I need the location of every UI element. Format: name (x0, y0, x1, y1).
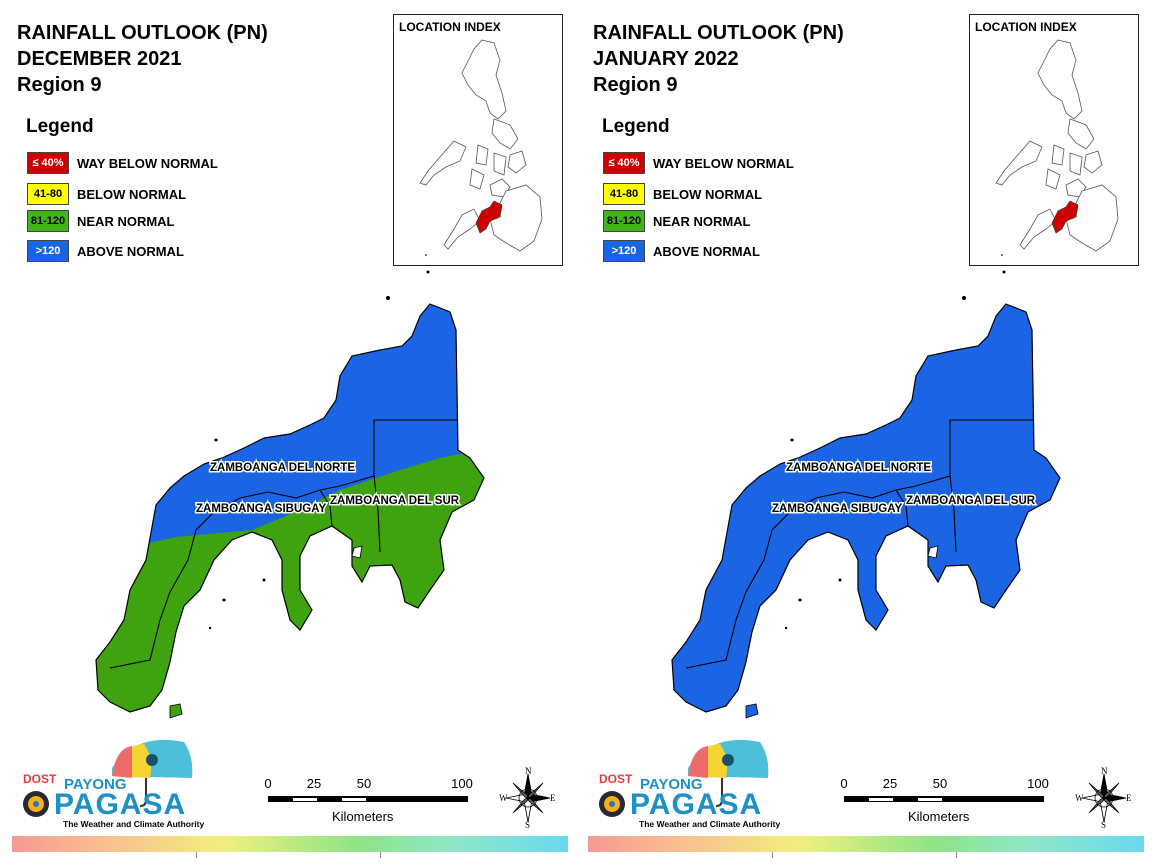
compass-s: S (525, 820, 531, 830)
pagasa-logo: DOST PAYONG PAGASA The Weather and Clima… (592, 738, 782, 833)
legend-item-way-below: ≤ 40% WAY BELOW NORMAL (603, 152, 863, 174)
panel-title: RAINFALL OUTLOOK (PN) DECEMBER 2021 Regi… (17, 20, 268, 98)
title-line-1: RAINFALL OUTLOOK (PN) (17, 22, 268, 44)
legend-label: NEAR NORMAL (77, 214, 175, 229)
compass-rose-icon (505, 773, 551, 823)
title-line-1: RAINFALL OUTLOOK (PN) (593, 22, 844, 44)
province-label-sur: ZAMBOANGA DEL SUR (906, 495, 1036, 507)
color-strip (12, 836, 568, 852)
location-index-title: LOCATION INDEX (399, 20, 501, 34)
logo-tagline: The Weather and Climate Authority (63, 819, 205, 829)
region-9-highlight (475, 200, 503, 234)
province-label-norte: ZAMBOANGA DEL NORTE (210, 462, 355, 474)
legend-swatch: ≤ 40% (27, 152, 69, 174)
umbrella-icon (23, 739, 193, 817)
legend-label: WAY BELOW NORMAL (653, 156, 794, 171)
legend-label: ABOVE NORMAL (77, 244, 184, 259)
title-month: DECEMBER 2021 (17, 48, 182, 70)
legend-title: Legend (26, 116, 94, 137)
legend-swatch: 81-120 (27, 210, 69, 232)
scale-bar: 0 25 50 100 Kilometers (262, 776, 482, 826)
color-strip (588, 836, 1144, 852)
logo-payong: PAYONG (64, 776, 127, 793)
legend-item-below: 41-80 BELOW NORMAL (603, 183, 863, 205)
philippines-outline (995, 23, 1119, 256)
compass-w: W (1075, 793, 1084, 803)
logo-pagasa: PAGASA (630, 788, 763, 821)
legend-item-near: 81-120 NEAR NORMAL (27, 210, 287, 232)
scale-bar: 0 25 50 100 Kilometers (838, 776, 1058, 826)
province-label-sibugay: ZAMBOANGA SIBUGAY (196, 503, 326, 515)
location-index-title: LOCATION INDEX (975, 20, 1077, 34)
region-9-map: ZAMBOANGA DEL NORTE ZAMBOANGA SIBUGAY ZA… (671, 270, 1061, 719)
area-above-normal (671, 303, 1061, 713)
scale-segments (844, 796, 1044, 802)
province-label-norte: ZAMBOANGA DEL NORTE (786, 462, 931, 474)
province-label-sibugay: ZAMBOANGA SIBUGAY (772, 503, 902, 515)
legend-label: ABOVE NORMAL (653, 244, 760, 259)
scale-tick-50: 50 (356, 776, 372, 791)
north-arrow: N S W E (498, 766, 558, 830)
scale-unit: Kilometers (908, 809, 970, 824)
title-region: Region 9 (593, 74, 678, 96)
north-arrow: N S W E (1074, 766, 1134, 830)
region-9-map: ZAMBOANGA DEL NORTE ZAMBOANGA SIBUGAY ZA… (95, 270, 485, 719)
province-label-sur: ZAMBOANGA DEL SUR (330, 495, 460, 507)
compass-rose-icon (1081, 773, 1127, 823)
scale-tick-25: 25 (306, 776, 322, 791)
logo-dost: DOST (599, 772, 633, 786)
legend-label: WAY BELOW NORMAL (77, 156, 218, 171)
compass-n: N (1101, 766, 1108, 776)
scale-segments (268, 796, 468, 802)
scale-unit: Kilometers (332, 809, 394, 824)
scale-tick-50: 50 (932, 776, 948, 791)
logo-dost: DOST (23, 772, 57, 786)
compass-e: E (1126, 793, 1132, 803)
scale-tick-0: 0 (264, 776, 272, 791)
legend-item-way-below: ≤ 40% WAY BELOW NORMAL (27, 152, 287, 174)
legend-swatch: 41-80 (603, 183, 645, 205)
legend-swatch: >120 (27, 240, 69, 262)
outlook-panel-january: RAINFALL OUTLOOK (PN) JANUARY 2022 Regio… (576, 0, 1152, 864)
region-outline (95, 303, 485, 713)
location-index-map: LOCATION INDEX (393, 14, 563, 266)
title-month: JANUARY 2022 (593, 48, 739, 70)
legend-item-above: >120 ABOVE NORMAL (603, 240, 863, 262)
location-index-map: LOCATION INDEX (969, 14, 1139, 266)
legend-label: BELOW NORMAL (77, 187, 187, 202)
umbrella-icon (599, 739, 769, 817)
compass-n: N (525, 766, 532, 776)
region-9-highlight (1051, 200, 1079, 234)
legend-item-above: >120 ABOVE NORMAL (27, 240, 287, 262)
compass-w: W (499, 793, 508, 803)
scale-tick-100: 100 (451, 776, 473, 791)
province-boundaries (109, 419, 458, 669)
legend-title: Legend (602, 116, 670, 137)
scale-tick-25: 25 (882, 776, 898, 791)
compass-e: E (550, 793, 556, 803)
panel-title: RAINFALL OUTLOOK (PN) JANUARY 2022 Regio… (593, 20, 844, 98)
compass-s: S (1101, 820, 1107, 830)
legend-swatch: ≤ 40% (603, 152, 645, 174)
legend-label: BELOW NORMAL (653, 187, 763, 202)
legend-label: NEAR NORMAL (653, 214, 751, 229)
pagasa-logo: DOST PAYONG PAGASA The Weather and Clima… (16, 738, 206, 833)
legend-swatch: >120 (603, 240, 645, 262)
legend-item-near: 81-120 NEAR NORMAL (603, 210, 863, 232)
logo-pagasa: PAGASA (54, 788, 187, 821)
outlook-panel-december: RAINFALL OUTLOOK (PN) DECEMBER 2021 Regi… (12, 14, 568, 858)
philippines-outline (419, 23, 543, 256)
logo-tagline: The Weather and Climate Authority (639, 819, 781, 829)
scale-tick-0: 0 (840, 776, 848, 791)
legend-swatch: 81-120 (603, 210, 645, 232)
legend-item-below: 41-80 BELOW NORMAL (27, 183, 287, 205)
legend-swatch: 41-80 (27, 183, 69, 205)
logo-payong: PAYONG (640, 776, 703, 793)
province-boundaries (685, 419, 1034, 669)
scale-tick-100: 100 (1027, 776, 1049, 791)
title-region: Region 9 (17, 74, 102, 96)
